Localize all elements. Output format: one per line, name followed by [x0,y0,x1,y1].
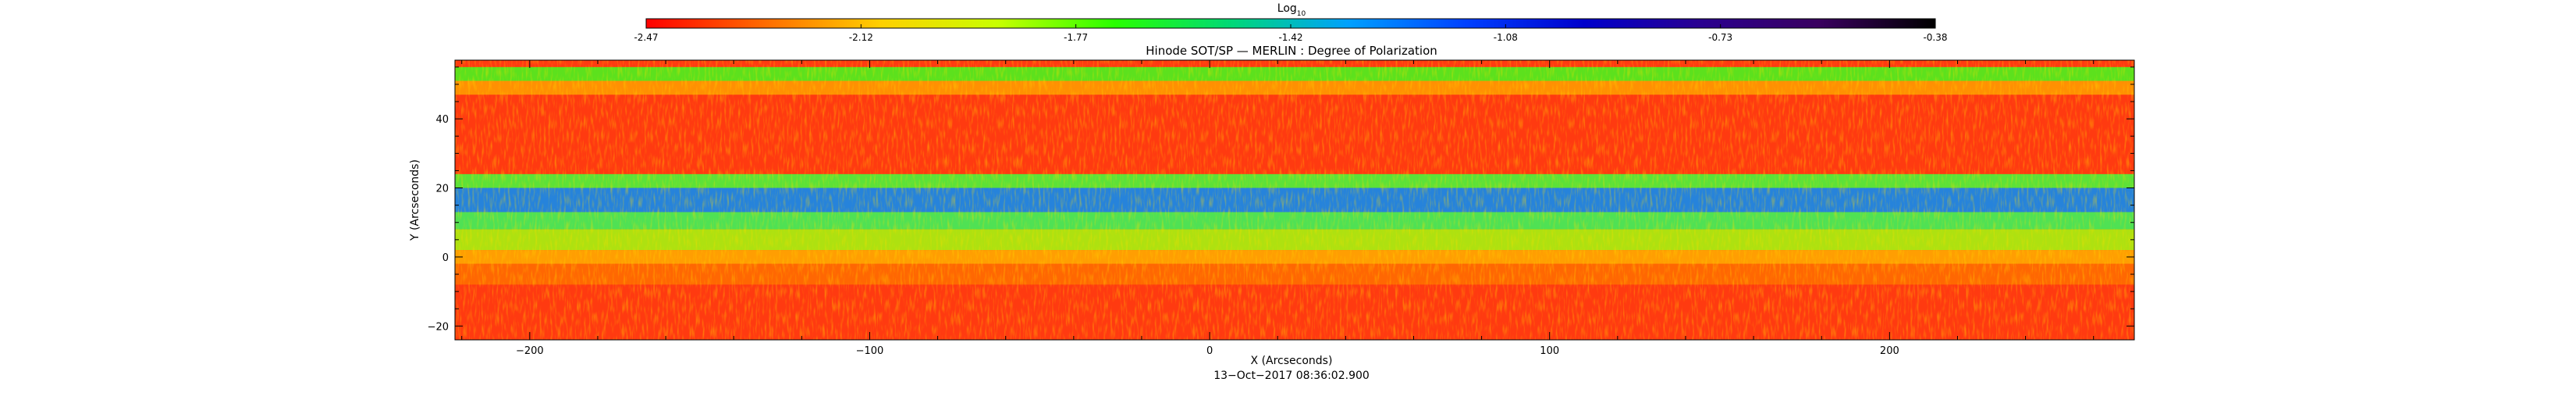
colorbar-tick-label: -0.73 [1708,32,1732,43]
colorbar-ticks: -2.47 -2.12 -1.77 -1.42 -1.08 -0.73 -0.38 [634,24,1948,43]
colorbar-tick-label: -0.38 [1923,32,1947,43]
colorbar-label-sub: 10 [1297,10,1306,18]
plot-area [455,60,2134,340]
y-tick-label: 20 [435,184,449,195]
y-axis: −20 0 20 40 [428,66,2134,333]
heatmap-texture [455,60,2134,340]
x-axis: −200 −100 0 100 200 [461,60,2095,357]
colorbar-tick-label: -2.47 [634,32,658,43]
colorbar-tick-label: -1.08 [1494,32,1518,43]
colorbar: Log10 -2.47 -2.12 -1.77 -1.42 -1.08 -0.73 -0.3… [634,2,1947,43]
x-tick-label: 0 [1206,345,1213,357]
x-tick-label: −200 [516,345,544,357]
colorbar-tick-label: -1.42 [1278,32,1302,43]
colorbar-label-main: Log [1277,2,1297,15]
x-tick-label: 200 [1880,345,1899,357]
y-tick-label: −20 [428,321,449,333]
x-axis-label: X (Arcseconds) [1251,355,1333,367]
y-axis-label: Y (Arcseconds) [409,159,421,241]
y-tick-label: 40 [435,114,449,126]
colorbar-tick-label: -2.12 [849,32,873,43]
chart-title: Hinode SOT/SP — MERLIN : Degree of Polar… [1146,44,1437,58]
y-tick-label: 0 [442,252,449,264]
plot-frame [454,59,2135,341]
x-tick-label: 100 [1540,345,1559,357]
colorbar-tick-label: -1.77 [1064,32,1088,43]
observation-date: 13−Oct−2017 08:36:02.900 [1213,370,1370,382]
colorbar-label: Log10 [1277,2,1306,18]
x-tick-label: −100 [856,345,884,357]
